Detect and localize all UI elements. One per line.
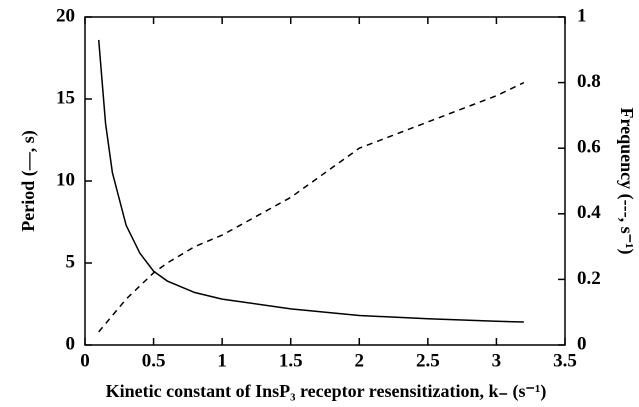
y2-axis-label: Frequency (---, s⁻¹) <box>616 107 637 254</box>
x-tick-label: 2.5 <box>416 350 440 371</box>
y2-tick-label: 0.4 <box>577 202 601 223</box>
x-tick-label: 0 <box>80 350 90 371</box>
x-tick-label: 3.5 <box>553 350 577 371</box>
x-tick-label: 1 <box>217 350 227 371</box>
x-tick-label: 1.5 <box>279 350 303 371</box>
y2-tick-label: 1 <box>577 5 587 26</box>
y2-tick-label: 0.2 <box>577 268 601 289</box>
x-tick-label: 0.5 <box>142 350 166 371</box>
y-tick-label: 10 <box>56 169 75 190</box>
x-tick-label: 3 <box>492 350 502 371</box>
data-line <box>98 81 525 333</box>
y2-tick-label: 0.6 <box>577 137 601 158</box>
y-tick-label: 5 <box>66 251 76 272</box>
y-axis-label: Period (—, s) <box>18 130 39 231</box>
y-tick-label: 20 <box>56 5 75 26</box>
data-line <box>97 39 524 323</box>
y-tick-label: 0 <box>66 333 76 354</box>
y2-tick-label: 0 <box>577 333 587 354</box>
x-axis-label: Kinetic constant of InsP₃ receptor resen… <box>106 381 547 402</box>
y2-tick-label: 0.8 <box>577 71 601 92</box>
y-tick-label: 15 <box>56 87 75 108</box>
x-tick-label: 2 <box>355 350 365 371</box>
plot-frame <box>84 16 566 346</box>
